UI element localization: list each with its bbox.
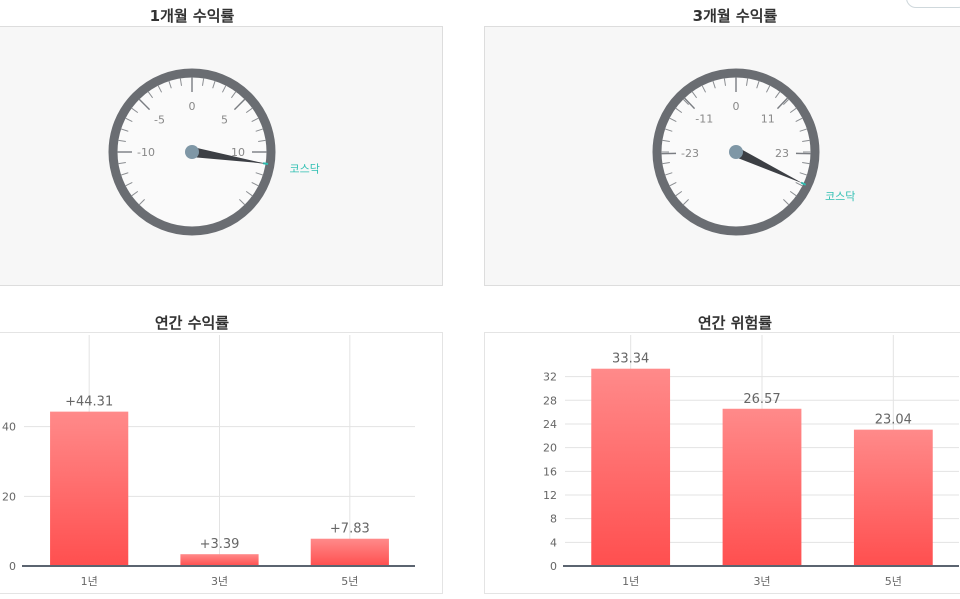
annual-risk-category-label: 5년: [885, 575, 902, 588]
annual-return-bar: [50, 412, 128, 566]
annual-risk-y-tick-label: 12: [543, 489, 557, 502]
gauge-1m-tick-label: 5: [221, 113, 228, 126]
gauge-1m-tick-label: -5: [154, 113, 165, 126]
gauge-3m-panel: -23 -11 0 11 23 코스닥: [484, 26, 960, 286]
gauge-1m-title: 1개월 수익률: [0, 5, 384, 26]
annual-return-bar: [311, 539, 389, 566]
annual-return-y-tick-label: 20: [2, 490, 16, 503]
annual-risk-value-label: 26.57: [743, 392, 780, 407]
gauge-3m-benchmark-label: 코스닥: [825, 190, 855, 203]
annual-risk-y-tick-label: 4: [550, 536, 557, 549]
annual-return-category-label: 3년: [211, 575, 228, 588]
annual-risk-y-tick-label: 24: [543, 418, 557, 431]
annual-return-y-tick-label: 0: [9, 560, 16, 573]
annual-risk-chart: 0 4 8 12 16 20 24 28 32 33.34 1년 26.57 3년 23.04 5년: [485, 333, 960, 595]
annual-return-category-label: 1년: [81, 575, 98, 588]
annual-return-panel: 0 20 40 +44.31 1년 +3.39 3년 +7.83 5년: [0, 332, 443, 594]
annual-return-value-label: +3.39: [200, 537, 240, 552]
annual-risk-y-tick-label: 8: [550, 513, 557, 526]
annual-risk-y-tick-label: 28: [543, 394, 557, 407]
gauge-3m-title: 3개월 수익률: [543, 5, 927, 26]
annual-risk-y-tick-label: 20: [543, 442, 557, 455]
annual-risk-bar: [723, 409, 802, 566]
annual-return-bar: [180, 554, 258, 566]
annual-risk-y-tick-label: 0: [550, 560, 557, 573]
annual-risk-bar: [854, 430, 933, 566]
gauge-3m-tick-label: 11: [761, 113, 775, 126]
annual-return-value-label: +7.83: [330, 522, 370, 537]
gauge-1m-tick-label: 0: [189, 100, 196, 113]
gauge-3m-tick-label: 0: [733, 100, 740, 113]
gauge-1m-tick-label: -10: [137, 146, 155, 159]
annual-risk-y-tick-label: 32: [543, 371, 557, 384]
annual-risk-y-tick-label: 16: [543, 465, 557, 478]
gauge-3m-tick-label: -23: [681, 147, 699, 160]
gauge-3m-chart: -23 -11 0 11 23 코스닥: [485, 27, 960, 287]
annual-risk-title: 연간 위험률: [543, 312, 927, 333]
gauge-3m-needle-hub: [729, 145, 743, 159]
gauge-1m-needle-hub: [185, 145, 199, 159]
annual-return-value-label: +44.31: [65, 395, 113, 410]
gauge-1m-benchmark-label: 코스닥: [290, 162, 320, 175]
annual-risk-value-label: 33.34: [612, 352, 649, 367]
annual-return-title: 연간 수익률: [0, 312, 384, 333]
gauge-3m-tick-label: 23: [775, 147, 789, 160]
annual-risk-category-label: 3년: [753, 575, 770, 588]
annual-risk-category-label: 1년: [622, 575, 639, 588]
annual-risk-panel: 0 4 8 12 16 20 24 28 32 33.34 1년 26.57 3년 23.04 5년: [484, 332, 960, 594]
annual-return-y-tick-label: 40: [2, 421, 16, 434]
annual-return-category-label: 5년: [341, 575, 358, 588]
gauge-3m-tick-label: -11: [695, 113, 713, 126]
annual-risk-bar: [591, 369, 670, 566]
annual-return-chart: 0 20 40 +44.31 1년 +3.39 3년 +7.83 5년: [0, 333, 444, 595]
annual-risk-value-label: 23.04: [875, 413, 912, 428]
